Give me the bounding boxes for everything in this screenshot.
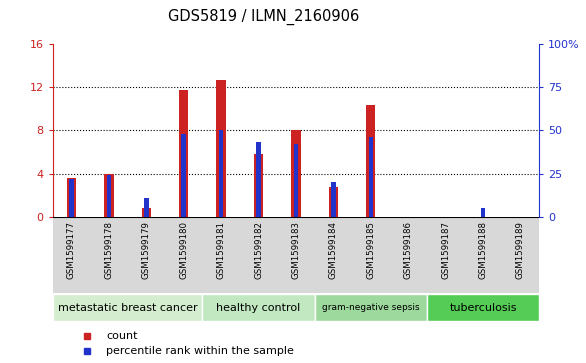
Text: GSM1599185: GSM1599185 <box>366 221 375 279</box>
Text: GSM1599177: GSM1599177 <box>67 221 76 279</box>
Text: GSM1599181: GSM1599181 <box>217 221 226 279</box>
FancyBboxPatch shape <box>202 294 315 321</box>
Text: tuberculosis: tuberculosis <box>449 303 517 313</box>
Bar <box>254 154 263 217</box>
Bar <box>179 90 188 217</box>
Bar <box>216 81 226 217</box>
Text: GSM1599182: GSM1599182 <box>254 221 263 279</box>
Bar <box>107 175 111 217</box>
Bar <box>219 130 223 217</box>
Text: metastatic breast cancer: metastatic breast cancer <box>58 303 197 313</box>
Bar <box>104 174 114 217</box>
Bar <box>142 208 151 217</box>
Bar <box>182 134 186 217</box>
Bar <box>331 182 336 217</box>
Text: GSM1599184: GSM1599184 <box>329 221 338 279</box>
FancyBboxPatch shape <box>53 294 202 321</box>
Text: gram-negative sepsis: gram-negative sepsis <box>322 303 420 312</box>
Bar <box>329 187 338 217</box>
Text: GSM1599188: GSM1599188 <box>479 221 488 279</box>
Text: GSM1599183: GSM1599183 <box>291 221 301 279</box>
Text: percentile rank within the sample: percentile rank within the sample <box>106 346 294 356</box>
Bar <box>481 208 485 217</box>
Bar <box>369 137 373 217</box>
Text: disease state: disease state <box>53 305 127 315</box>
Text: GDS5819 / ILMN_2160906: GDS5819 / ILMN_2160906 <box>168 9 359 25</box>
Bar <box>294 144 298 217</box>
Text: healthy control: healthy control <box>216 303 301 313</box>
FancyBboxPatch shape <box>427 294 539 321</box>
Text: GSM1599178: GSM1599178 <box>104 221 113 279</box>
Text: GSM1599189: GSM1599189 <box>516 221 525 279</box>
Text: GSM1599180: GSM1599180 <box>179 221 188 279</box>
FancyBboxPatch shape <box>315 294 427 321</box>
Bar <box>256 142 261 217</box>
Bar <box>144 198 148 217</box>
Bar <box>69 179 74 217</box>
Bar <box>291 130 301 217</box>
Text: GSM1599187: GSM1599187 <box>441 221 450 279</box>
Bar <box>67 178 76 217</box>
Bar <box>366 105 376 217</box>
Text: count: count <box>106 331 138 341</box>
Text: GSM1599179: GSM1599179 <box>142 221 151 279</box>
Text: GSM1599186: GSM1599186 <box>404 221 413 279</box>
